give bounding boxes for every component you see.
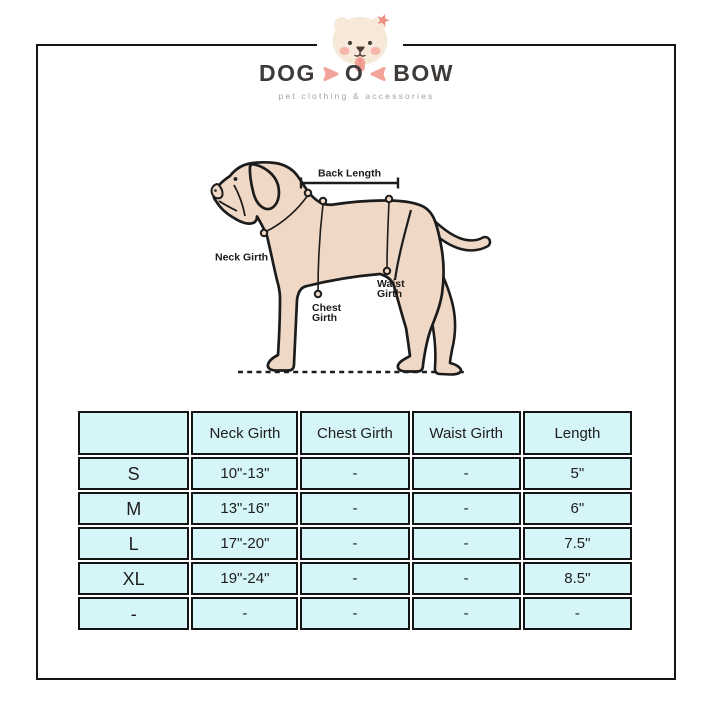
chest-girth-label-line1: Chest — [312, 302, 342, 314]
neck-girth-label: Neck Girth — [215, 252, 268, 264]
waist-girth-band — [386, 201, 390, 269]
cell-size-xl: XL — [78, 562, 190, 595]
brand-word-bow: BOW — [393, 60, 454, 86]
cell-chest-m: - — [300, 492, 410, 525]
header-neck-girth: Neck Girth — [191, 411, 299, 455]
table-row: L 17"-20" - - 7.5" — [78, 527, 632, 560]
table-row: - - - - - — [78, 597, 632, 630]
neck-girth-band — [264, 194, 309, 233]
table-row: XL 19"-24" - - 8.5" — [78, 562, 632, 595]
cell-waist-blank: - — [411, 597, 521, 630]
header-length: Length — [522, 411, 632, 455]
cell-neck-l: 17"-20" — [191, 527, 299, 560]
thigh-line — [393, 209, 413, 281]
table-row: S 10"-13" - - 5" — [78, 457, 632, 490]
header-waist-girth: Waist Girth — [411, 411, 521, 455]
dog-measurement-diagram: Back Length Neck Girth Chest Girth Waist… — [210, 160, 492, 376]
star-icon — [377, 14, 390, 27]
cell-waist-s: - — [411, 457, 521, 490]
back-length-line — [299, 177, 400, 189]
cell-chest-l: - — [300, 527, 410, 560]
size-table: Neck Girth Chest Girth Waist Girth Lengt… — [76, 409, 634, 632]
brand-wordmark: DOG O BOW — [0, 62, 713, 85]
cell-length-xl: 8.5" — [522, 562, 632, 595]
waist-girth-label-line1: Waist — [377, 278, 405, 290]
cell-neck-s: 10"-13" — [191, 457, 299, 490]
table-header-row: Neck Girth Chest Girth Waist Girth Lengt… — [78, 411, 632, 455]
cell-chest-blank: - — [300, 597, 410, 630]
header-chest-girth: Chest Girth — [300, 411, 410, 455]
cell-length-s: 5" — [522, 457, 632, 490]
cell-waist-m: - — [411, 492, 521, 525]
cell-size-s: S — [78, 457, 190, 490]
cell-length-m: 6" — [522, 492, 632, 525]
cell-chest-xl: - — [300, 562, 410, 595]
cell-size-l: L — [78, 527, 190, 560]
bow-left-icon — [323, 66, 339, 81]
chest-girth-label-line2: Girth — [312, 312, 337, 324]
brand-word-dog: DOG — [259, 60, 316, 86]
dog-ear — [248, 162, 281, 211]
cell-size-m: M — [78, 492, 190, 525]
table-row: M 13"-16" - - 6" — [78, 492, 632, 525]
back-length-label: Back Length — [318, 168, 381, 180]
cell-chest-s: - — [300, 457, 410, 490]
cell-waist-xl: - — [411, 562, 521, 595]
dog-nose — [210, 182, 224, 200]
cell-size-blank: - — [78, 597, 190, 630]
cell-waist-l: - — [411, 527, 521, 560]
header-size — [78, 411, 190, 455]
bow-right-icon — [370, 66, 386, 81]
dog-body — [212, 160, 445, 373]
cell-length-blank: - — [522, 597, 632, 630]
cell-length-l: 7.5" — [522, 527, 632, 560]
cell-neck-m: 13"-16" — [191, 492, 299, 525]
cell-neck-blank: - — [191, 597, 299, 630]
brand-tagline: pet clothing & accessories — [278, 91, 435, 101]
dog-face-logo-icon — [317, 14, 403, 72]
brand-word-o: O — [344, 60, 365, 86]
cell-neck-xl: 19"-24" — [191, 562, 299, 595]
waist-girth-label-line2: Girth — [377, 288, 402, 300]
dog-eye — [233, 177, 238, 181]
chest-girth-band — [317, 203, 324, 292]
